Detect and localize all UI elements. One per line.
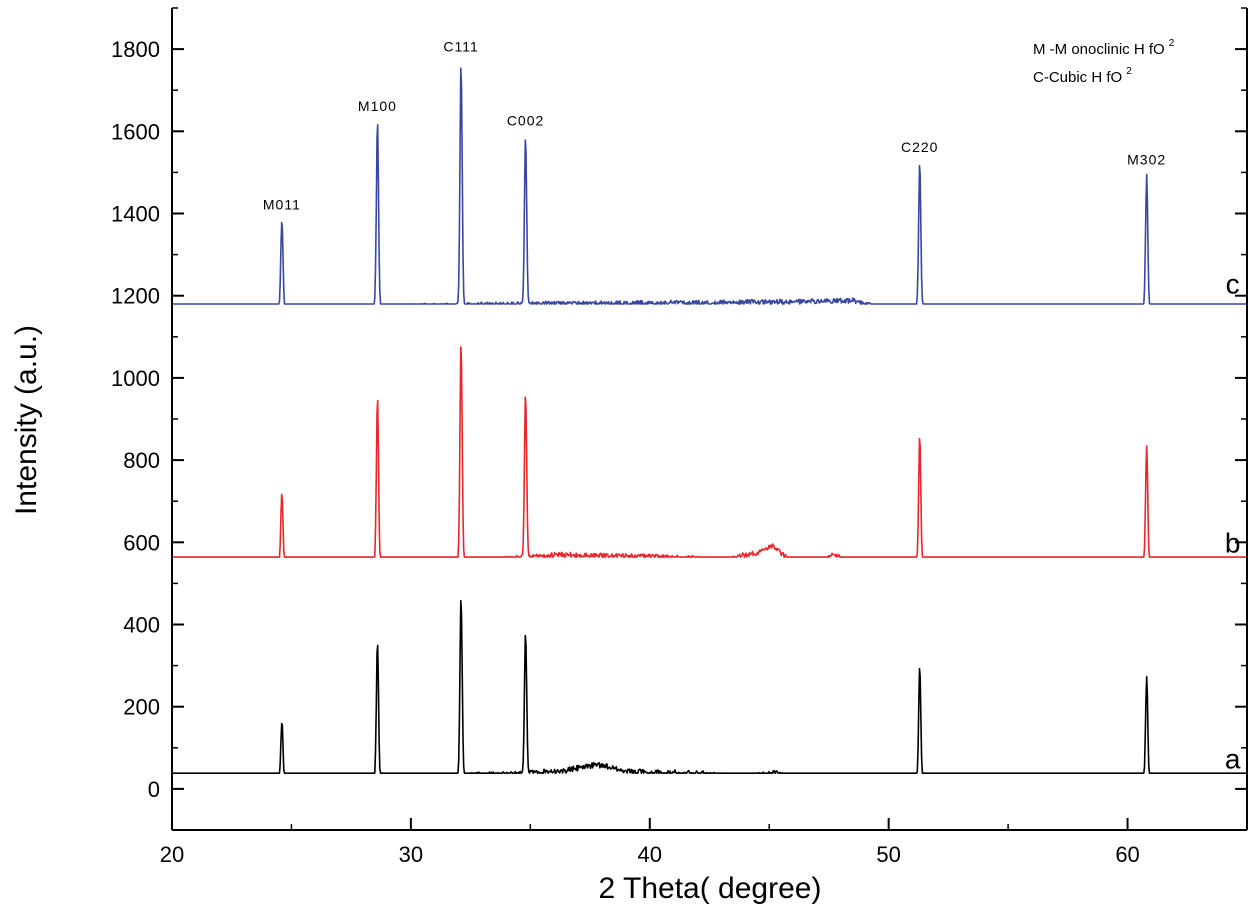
series-a-line (171, 599, 1248, 774)
x-tick-label-20: 20 (160, 842, 184, 867)
y-tick-label-0: 0 (148, 777, 160, 802)
series-label-a: a (1225, 743, 1241, 774)
peak-label-c002: C002 (507, 112, 544, 128)
series-b-line (171, 346, 1248, 558)
series-label-c: c (1226, 269, 1240, 300)
peak-label-c111: C111 (443, 38, 478, 54)
x-tick-label-30: 30 (399, 842, 423, 867)
plot-background (172, 8, 1247, 830)
legend: M -M onoclinic H fO 2 C-Cubic H fO 2 (1033, 38, 1175, 86)
labels-layer: a b c M011 M100 C111 C002 C220 M302 (263, 38, 1241, 774)
x-tick-label-50: 50 (876, 842, 900, 867)
series-layer (171, 67, 1248, 774)
peak-label-m302: M302 (1127, 151, 1166, 167)
legend-line-cubic: C-Cubic H fO 2 (1033, 66, 1132, 86)
y-tick-label-200: 200 (123, 695, 160, 720)
peak-label-c220: C220 (901, 139, 938, 155)
peak-label-m011: M011 (263, 197, 301, 213)
x-tick-label-40: 40 (638, 842, 662, 867)
y-tick-label-1400: 1400 (111, 202, 160, 227)
peak-label-m100: M100 (358, 98, 397, 114)
series-c-line (171, 67, 1248, 305)
x-axis-title: 2 Theta( degree) (599, 872, 822, 905)
y-tick-label-1800: 1800 (111, 37, 160, 62)
axes-layer: 20 30 40 50 60020040060080010001200140016001… (111, 7, 1248, 867)
legend-line-monoclinic-sup: 2 (1169, 38, 1175, 49)
legend-line-cubic-sup: 2 (1126, 66, 1132, 77)
y-tick-label-400: 400 (123, 613, 160, 638)
legend-line-monoclinic: M -M onoclinic H fO 2 (1033, 38, 1175, 58)
series-label-b: b (1225, 528, 1241, 559)
legend-line-cubic-text: C-Cubic H fO (1033, 69, 1122, 86)
plot-area (172, 8, 1247, 830)
y-tick-label-600: 600 (123, 530, 160, 555)
legend-line-monoclinic-text: M -M onoclinic H fO (1033, 41, 1165, 58)
y-tick-label-1200: 1200 (111, 284, 160, 309)
y-tick-label-1000: 1000 (111, 366, 160, 391)
y-axis-title: Intensity (a.u.) (10, 325, 43, 515)
x-tick-label-60: 60 (1115, 842, 1139, 867)
y-tick-label-1600: 1600 (111, 119, 160, 144)
y-tick-label-800: 800 (123, 448, 160, 473)
